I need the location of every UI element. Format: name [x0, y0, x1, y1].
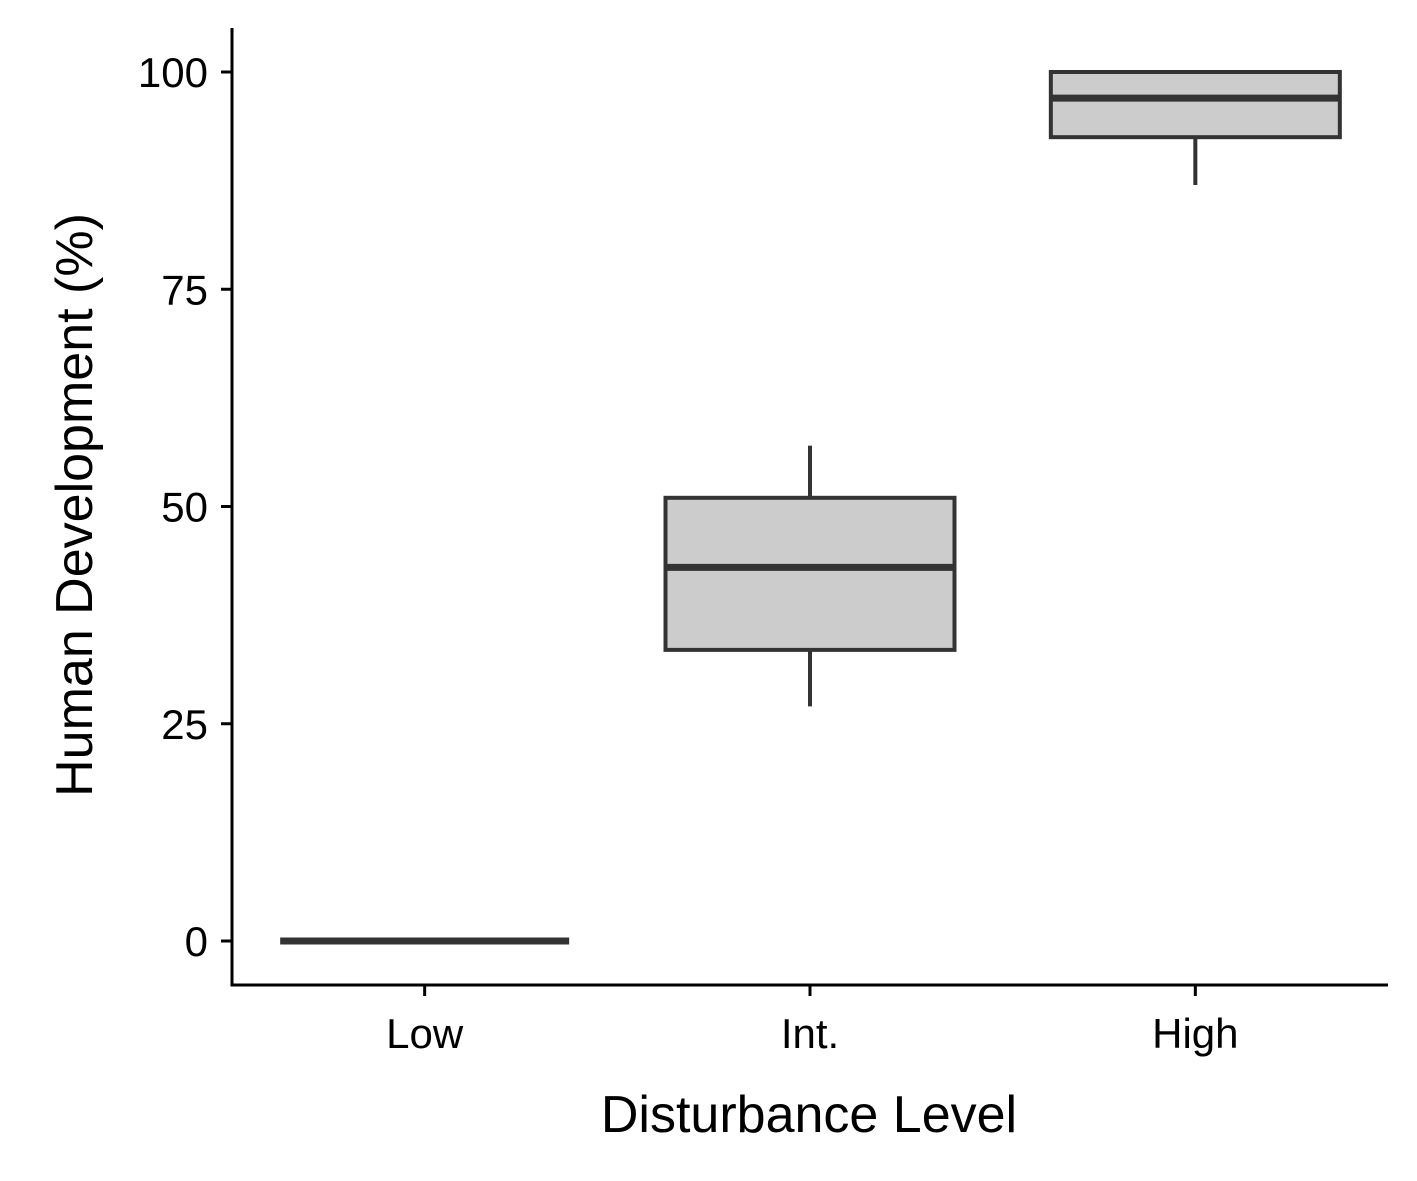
y-axis-title: Human Development (%): [46, 213, 104, 797]
x-axis: Low Int. High: [230, 983, 1388, 1057]
x-tick-label: Low: [386, 1010, 464, 1057]
box-body: [1048, 70, 1342, 140]
x-tick-label: High: [1152, 1010, 1238, 1057]
box-3: [1048, 70, 1342, 185]
x-axis-title: Disturbance Level: [601, 1086, 1017, 1144]
plot-marks: [280, 70, 1342, 945]
y-tick-label: 0: [185, 918, 208, 965]
y-axis: 0 25 50 75 100: [138, 28, 234, 987]
box-body: [663, 495, 957, 652]
y-tick-label: 75: [161, 266, 208, 313]
y-tick-label: 100: [138, 49, 208, 96]
y-tick-label: 25: [161, 701, 208, 748]
x-tick-label: Int.: [781, 1010, 839, 1057]
box-2: [663, 445, 957, 707]
y-tick-label: 50: [161, 484, 208, 531]
